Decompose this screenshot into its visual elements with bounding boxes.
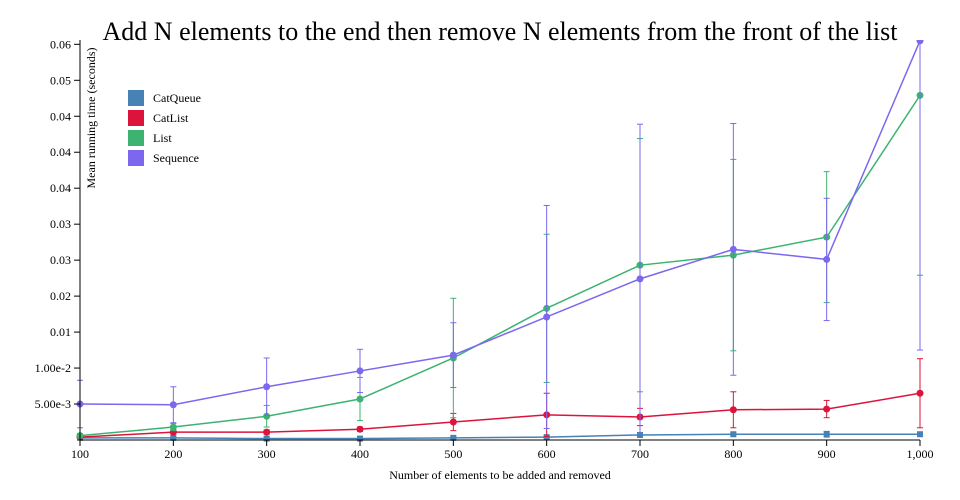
legend-label: CatList	[153, 111, 189, 125]
data-point	[356, 425, 364, 433]
data-point	[543, 313, 551, 321]
data-point	[356, 367, 364, 375]
chart-title: Add N elements to the end then remove N …	[103, 17, 899, 46]
data-point	[356, 395, 364, 403]
data-point	[170, 434, 177, 441]
plot-area	[76, 40, 924, 442]
y-tick-label: 0.02	[50, 289, 71, 303]
data-point	[637, 431, 643, 438]
data-point	[636, 275, 644, 283]
legend-swatch	[128, 130, 144, 146]
series-line	[79, 392, 921, 438]
y-tick-label: 1.00e-2	[35, 361, 71, 375]
y-tick-label: 0.05	[50, 73, 71, 87]
y-tick-label: 0.06	[50, 37, 71, 51]
data-point	[730, 431, 737, 438]
y-tick-label: 0.04	[50, 109, 71, 123]
y-tick-label: 0.04	[50, 181, 71, 195]
y-tick-label: 0.01	[50, 325, 71, 339]
data-point	[823, 255, 831, 263]
series-line	[80, 433, 920, 440]
x-tick-label: 500	[444, 447, 462, 461]
data-point	[823, 405, 831, 413]
legend-label: List	[153, 131, 172, 145]
x-axis-label: Number of elements to be added and remov…	[389, 468, 611, 482]
legend-swatch	[128, 110, 144, 126]
x-tick-label: 100	[71, 447, 89, 461]
data-point	[263, 412, 271, 420]
legend-label: Sequence	[153, 151, 199, 165]
y-axis-label: Mean running time (seconds)	[84, 48, 98, 189]
data-point	[263, 428, 271, 436]
data-point	[263, 383, 271, 391]
x-tick-label: 900	[818, 447, 836, 461]
data-point	[357, 435, 363, 442]
data-point	[916, 40, 924, 45]
x-tick-label: 1,000	[907, 447, 934, 461]
data-point	[449, 351, 457, 359]
x-tick-label: 800	[724, 447, 742, 461]
x-tick-label: 200	[164, 447, 182, 461]
x-tick-label: 700	[631, 447, 649, 461]
data-point	[449, 418, 457, 426]
data-point	[823, 431, 830, 438]
legend-swatch	[128, 90, 144, 106]
data-point	[263, 435, 270, 442]
x-tick-label: 400	[351, 447, 369, 461]
series-line	[79, 94, 921, 437]
error-bar	[917, 40, 923, 351]
data-point	[917, 431, 923, 438]
y-tick-label: 5.00e-3	[35, 397, 71, 411]
y-tick-label: 0.03	[50, 253, 71, 267]
data-point	[450, 434, 457, 441]
legend-label: CatQueue	[153, 91, 201, 105]
data-point	[916, 389, 924, 397]
data-point	[169, 423, 177, 431]
y-tick-label: 0.03	[50, 217, 71, 231]
legend-swatch	[128, 150, 144, 166]
series-line	[79, 40, 921, 406]
data-point	[169, 401, 177, 409]
x-tick-label: 600	[538, 447, 556, 461]
data-point	[543, 434, 550, 441]
data-point	[729, 245, 737, 253]
y-tick-label: 0.04	[50, 145, 71, 159]
data-point	[729, 406, 737, 414]
x-tick-label: 300	[258, 447, 276, 461]
